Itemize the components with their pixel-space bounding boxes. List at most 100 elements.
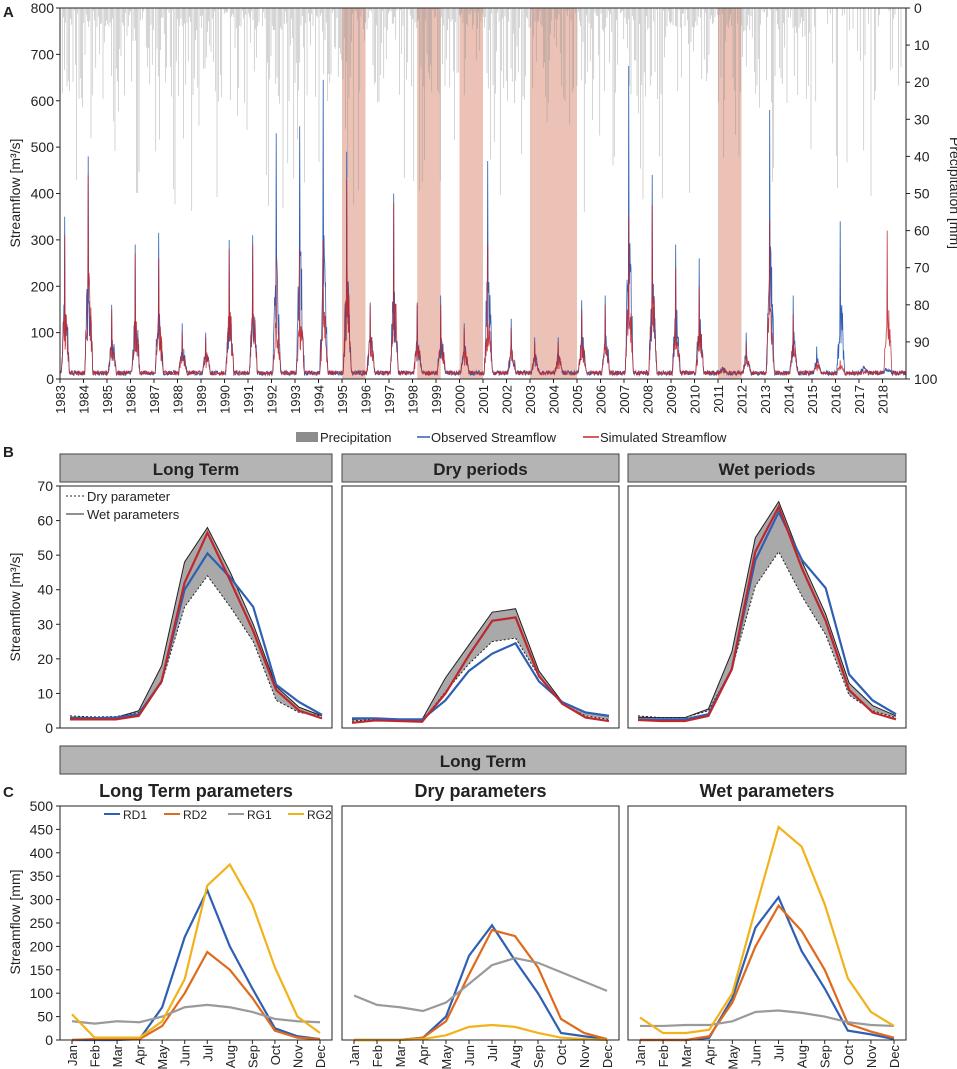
- x-tick-label: 1990: [218, 385, 233, 414]
- x-tick-label: 1983: [53, 385, 68, 414]
- legend-dry-label: Dry parameter: [87, 489, 171, 504]
- legend-simulated-label: Simulated Streamflow: [600, 430, 727, 445]
- panel-b-frame-2: [627, 485, 907, 729]
- x-tick-label: 2017: [852, 385, 867, 414]
- x-tick-label: 1997: [382, 385, 397, 414]
- month-label: Nov: [577, 1045, 592, 1069]
- observed-line: [638, 509, 897, 721]
- y-tick-label: 50: [37, 547, 53, 563]
- x-tick-label: 2014: [782, 385, 797, 414]
- rg1-line: [71, 1003, 321, 1025]
- month-label: Feb: [88, 1045, 103, 1067]
- y-tick-label: 200: [31, 278, 55, 294]
- y-tick-label: 0: [45, 720, 53, 736]
- month-label: Apr: [702, 1044, 717, 1065]
- panel-c-title-2: Wet parameters: [700, 781, 835, 801]
- parameter-band: [638, 501, 896, 718]
- panel-c-frame-1: [341, 805, 620, 1041]
- month-label: Jan: [633, 1045, 648, 1066]
- y-tick-label: 150: [30, 962, 54, 978]
- month-label: Sep: [818, 1045, 833, 1068]
- month-label: Jul: [200, 1045, 215, 1062]
- panel-letter-a: A: [3, 4, 14, 21]
- rd1-line: [640, 895, 895, 1042]
- rg1-line: [353, 956, 608, 1013]
- precipitation-bars: [61, 8, 902, 212]
- month-label: May: [439, 1045, 454, 1069]
- panel-c-header: Long Term: [440, 752, 527, 771]
- legend-rg2-label: RG2: [307, 808, 332, 822]
- panel-c-title-1: Dry parameters: [414, 781, 546, 801]
- x-tick-label: 1987: [147, 385, 162, 414]
- month-label: May: [725, 1045, 740, 1069]
- x-tick-label: 1991: [241, 385, 256, 414]
- legend-rd1-label: RD1: [123, 808, 147, 822]
- y-tick-label: 400: [31, 186, 55, 202]
- x-tick-label: 2000: [453, 385, 468, 414]
- dry-parameter-line: [69, 575, 323, 718]
- y-tick-label: 800: [31, 0, 55, 16]
- x-tick-label: 2010: [688, 385, 703, 414]
- rg1-line: [640, 1009, 895, 1028]
- x-tick-label: 1989: [194, 385, 209, 414]
- dry-parameter-line: [637, 550, 897, 719]
- legend-precip-label: Precipitation: [320, 430, 392, 445]
- x-tick-label: 1998: [406, 385, 421, 414]
- x-tick-label: 2005: [570, 385, 585, 414]
- rg2-line: [354, 1023, 608, 1042]
- y-tick-label: 60: [37, 513, 53, 529]
- y-tick-label: 0: [45, 1032, 53, 1048]
- y2-tick-label: 20: [914, 74, 930, 90]
- y-tick-label: 200: [30, 938, 54, 954]
- x-tick-label: 2013: [758, 385, 773, 414]
- y2-tick-label: 80: [914, 297, 930, 313]
- month-label: Oct: [554, 1045, 569, 1066]
- month-label: Apr: [416, 1044, 431, 1065]
- panel-b-header-box-1: [341, 453, 620, 483]
- panel-b-title-0: Long Term: [153, 460, 240, 479]
- wet-parameter-line: [351, 608, 610, 720]
- y-tick-label: 100: [30, 985, 54, 1001]
- month-label: Aug: [223, 1045, 238, 1068]
- y-tick-label: 400: [30, 845, 54, 861]
- x-tick-label: 2015: [805, 385, 820, 414]
- y-tick-label: 350: [30, 868, 54, 884]
- x-tick-label: 2003: [523, 385, 538, 414]
- precipitation-series: [61, 8, 902, 212]
- month-label: May: [155, 1045, 170, 1069]
- y-tick-label: 70: [37, 478, 53, 494]
- simulated-line: [637, 504, 897, 723]
- x-tick-label: 1985: [100, 385, 115, 414]
- x-tick-label: 2011: [711, 385, 726, 413]
- panel-c-header-box: [59, 745, 907, 775]
- x-tick-label: 2004: [547, 385, 562, 414]
- y-tick-label: 250: [30, 915, 54, 931]
- rg2-line: [639, 825, 895, 1035]
- observed-line: [352, 641, 610, 721]
- y-tick-label: 500: [30, 798, 54, 814]
- month-label: Jun: [748, 1045, 763, 1066]
- panel-b: Long Term 0 10 20 30 40 50 60 70 Dry parameter Wet…: [37, 453, 907, 736]
- y-tick-label: 10: [37, 685, 53, 701]
- observed-line: [70, 551, 323, 720]
- x-tick-label: 2006: [594, 385, 609, 414]
- x-tick-label: 1986: [124, 385, 139, 414]
- y2-tick-label: 70: [914, 260, 930, 276]
- y-tick-label: 40: [37, 582, 53, 598]
- month-label: Dec: [600, 1045, 615, 1069]
- month-label: Jun: [178, 1045, 193, 1066]
- panel-c-frame-2: [627, 805, 907, 1041]
- y-tick-label: 450: [30, 821, 54, 837]
- month-label: Mar: [110, 1044, 125, 1067]
- x-tick-label: 1996: [359, 385, 374, 414]
- panel-c-ylabel: Streamflow [mm]: [7, 869, 23, 974]
- rd1-line: [72, 887, 321, 1042]
- month-label: Jan: [65, 1045, 80, 1066]
- legend-rg1-label: RG1: [247, 808, 272, 822]
- simulated-line: [351, 616, 610, 724]
- month-label: Jul: [772, 1045, 787, 1062]
- x-tick-label: 2001: [476, 385, 491, 414]
- rg2-line: [71, 862, 321, 1039]
- month-label: Aug: [508, 1045, 523, 1068]
